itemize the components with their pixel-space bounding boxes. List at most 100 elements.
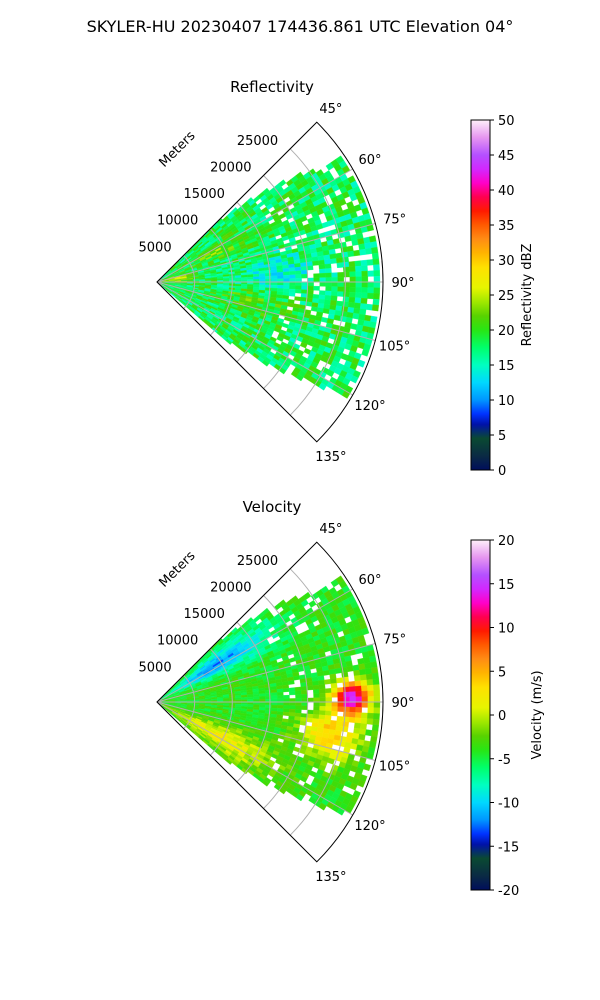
field-cell [241, 767, 249, 775]
velocity-colorbar: -20 -15 -10 -5 0 5 10 15 20 [470, 534, 519, 899]
field-cell [342, 681, 350, 688]
field-cell [337, 696, 344, 703]
azimuth-tick-label: 135° [315, 870, 346, 885]
velocity-azimuth-ticks: 45° 60° 75° 90° 105° 120° 135° [315, 522, 414, 885]
field-cell [301, 690, 308, 695]
field-cell [271, 284, 278, 289]
field-cell [313, 285, 320, 291]
field-cell [265, 275, 272, 280]
field-cell [295, 274, 302, 279]
field-cell [247, 696, 254, 700]
field-cell [264, 272, 272, 277]
field-cell [336, 257, 343, 264]
field-cell [355, 265, 362, 272]
field-cell [306, 261, 314, 267]
field-cell [319, 697, 326, 703]
azimuth-tick-label: 90° [391, 276, 414, 291]
field-cell [312, 680, 319, 686]
field-cell [295, 278, 302, 283]
field-cell [306, 685, 314, 691]
field-cell [319, 273, 326, 278]
colorbar-tick-label: 35 [498, 219, 515, 234]
field-cell [301, 693, 308, 699]
field-cell [337, 706, 344, 712]
field-cell [355, 281, 363, 288]
field-cell [313, 277, 320, 283]
field-cell [259, 284, 266, 288]
field-cell [333, 314, 341, 322]
field-cell [307, 277, 314, 283]
field-cell [373, 293, 380, 300]
sector-outline [156, 541, 384, 863]
field-cell [357, 359, 366, 368]
field-cell [361, 270, 369, 277]
field-cell [348, 261, 356, 268]
field-cell [276, 268, 284, 273]
field-cell [324, 263, 332, 269]
field-cell [319, 268, 326, 274]
field-cell [355, 712, 362, 719]
field-cell [361, 712, 368, 719]
field-cell [289, 705, 296, 710]
field-cell [282, 687, 290, 693]
field-cell [282, 711, 290, 717]
field-cell [331, 272, 338, 278]
colorbar-tick-label: 0 [498, 464, 506, 479]
field-cell [294, 686, 302, 692]
field-cell [318, 684, 326, 690]
field-cell [366, 259, 374, 266]
field-cell [358, 243, 366, 251]
field-cell [259, 704, 266, 708]
range-tick-label: 15000 [184, 187, 225, 202]
azimuth-tick-label: 105° [379, 340, 410, 355]
field-cell [301, 701, 308, 707]
azimuth-spoke [156, 281, 353, 396]
range-tick-label: 15000 [184, 607, 225, 622]
field-cell [373, 690, 381, 697]
field-cell [318, 294, 326, 300]
field-cell [342, 676, 349, 683]
field-cell [342, 256, 349, 263]
field-cell [324, 259, 331, 265]
field-cell [322, 669, 330, 676]
field-cell [359, 248, 367, 256]
field-cell [373, 713, 380, 720]
field-cell [365, 247, 373, 255]
azimuth-tick-label: 75° [383, 212, 406, 227]
field-cell [331, 706, 338, 712]
field-cell [343, 696, 351, 703]
field-cell [307, 289, 314, 295]
field-cell [270, 692, 278, 697]
field-cell [307, 709, 314, 715]
field-cell [349, 271, 356, 278]
field-cell [319, 688, 326, 694]
field-cell [370, 661, 378, 669]
field-cell [307, 285, 314, 291]
field-cell [341, 671, 349, 678]
field-cell [271, 704, 278, 709]
reflectivity-radial-axis-label: Meters [157, 128, 199, 170]
field-cell [235, 697, 242, 701]
field-cell [322, 308, 330, 315]
field-cell [283, 694, 290, 699]
field-cell [289, 690, 296, 696]
field-cell [283, 705, 290, 710]
azimuth-spoke [156, 701, 353, 816]
field-cell [253, 696, 260, 700]
range-tick-label: 25000 [237, 134, 278, 149]
field-cell [319, 710, 326, 716]
azimuth-tick-label: 90° [391, 696, 414, 711]
field-cell [223, 278, 230, 281]
field-cell [330, 295, 338, 302]
field-cell [342, 716, 350, 723]
field-cell [373, 270, 381, 277]
field-cell [325, 290, 332, 296]
field-cell [355, 691, 362, 697]
field-cell [364, 662, 372, 670]
field-cell [349, 286, 356, 293]
field-cell [361, 696, 369, 703]
field-cell [349, 711, 356, 718]
azimuth-tick-label: 60° [358, 153, 381, 168]
field-cell [355, 292, 362, 299]
field-cell [307, 697, 314, 703]
